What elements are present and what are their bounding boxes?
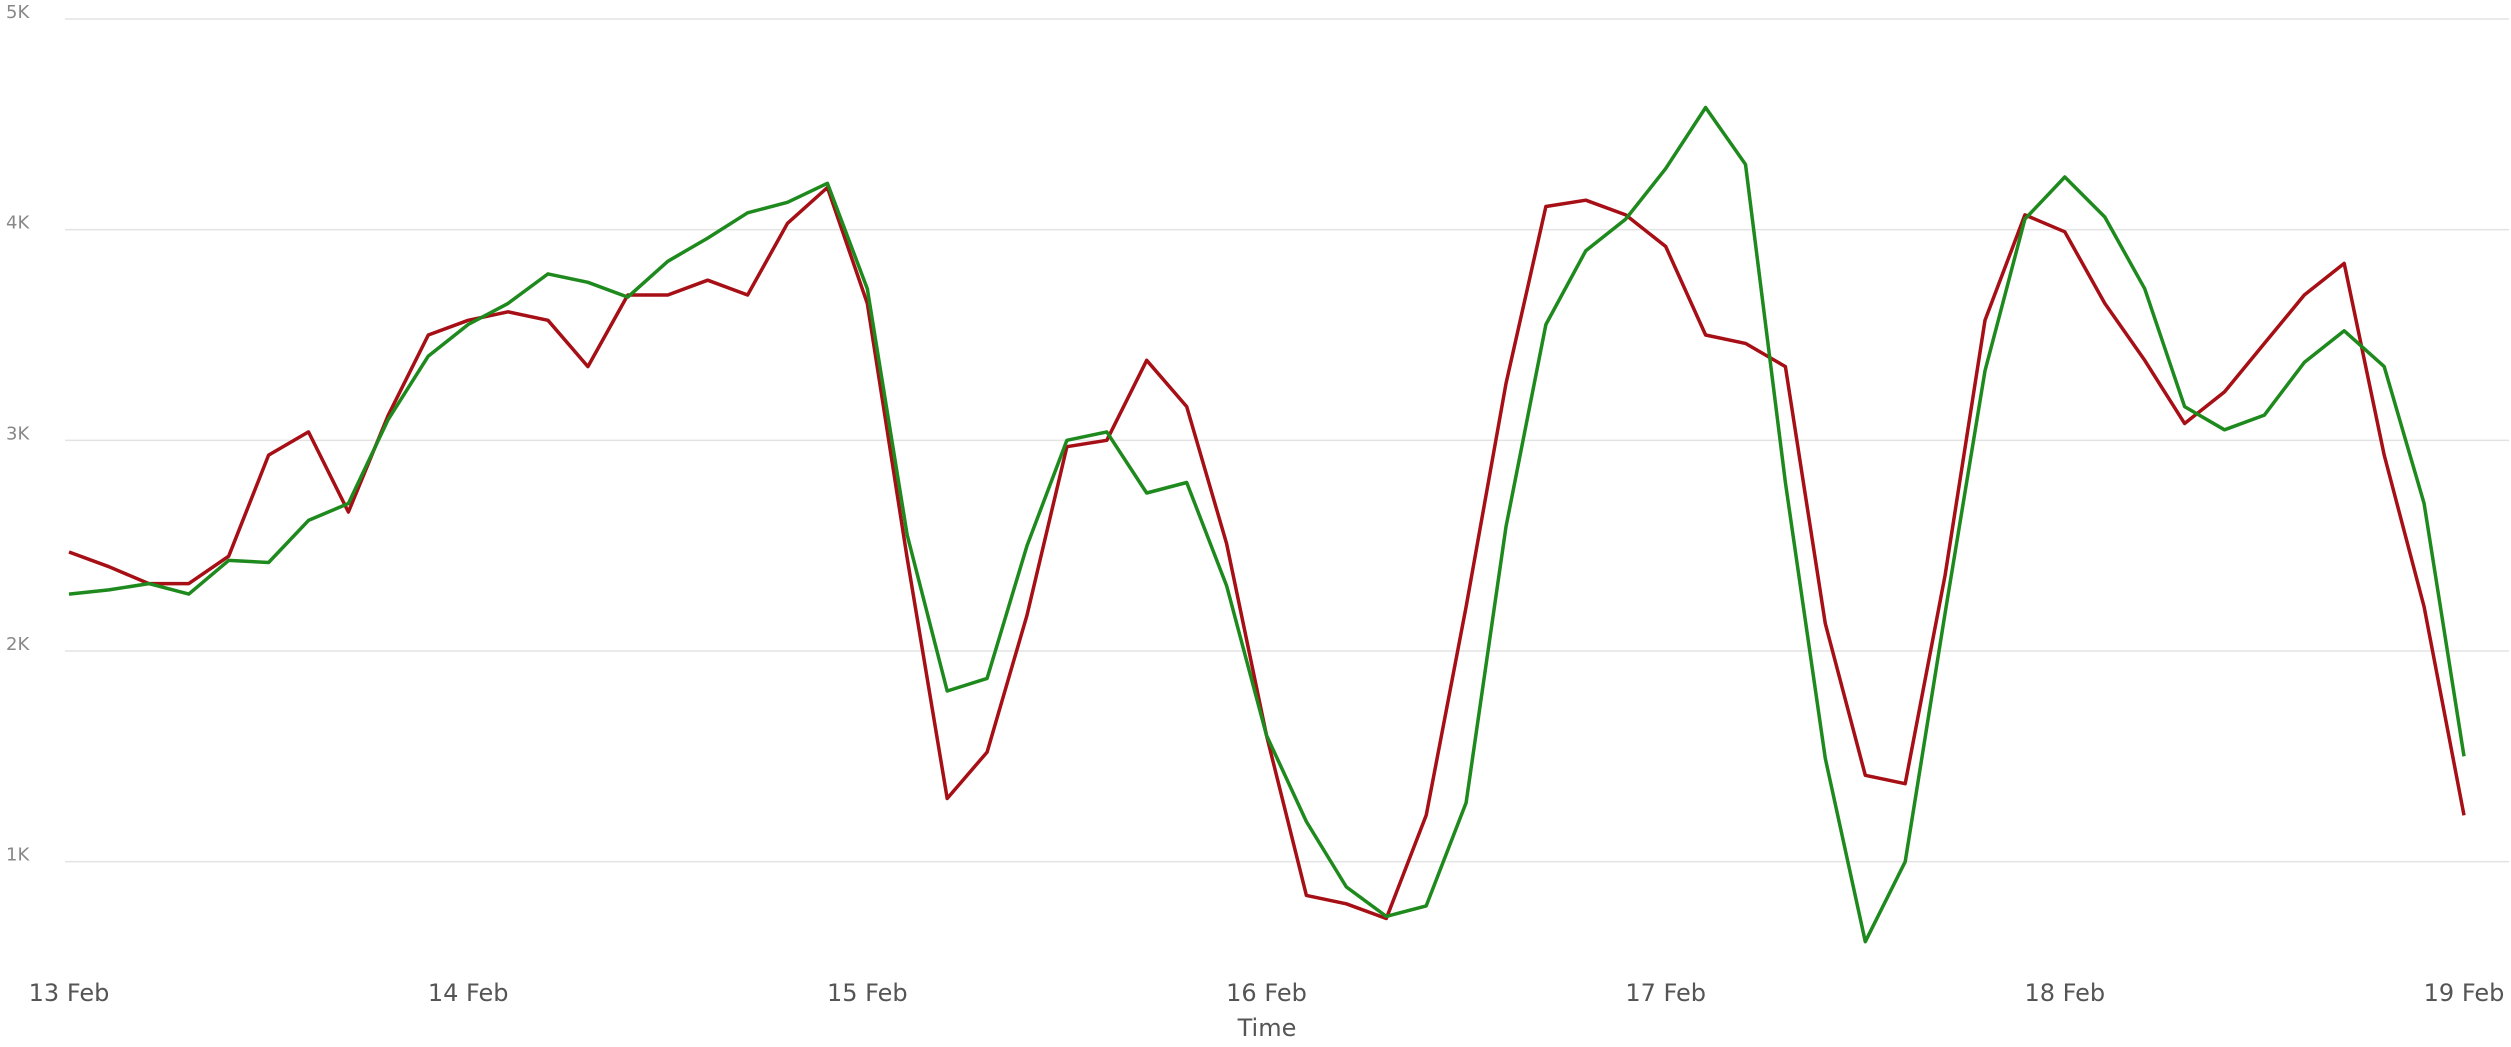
y-tick-label: 3K <box>6 423 30 444</box>
y-tick-label: 1K <box>6 845 30 866</box>
x-tick-label: 13 Feb <box>29 979 110 1007</box>
x-tick-label: 15 Feb <box>827 979 908 1007</box>
x-axis-title: Time <box>1237 1014 1297 1042</box>
x-tick-label: 19 Feb <box>2424 979 2505 1007</box>
x-tick-label: 16 Feb <box>1226 979 1307 1007</box>
series-line <box>68 105 2466 944</box>
series-line <box>68 185 2466 921</box>
x-tick-label: 17 Feb <box>1625 979 1706 1007</box>
y-tick-label: 2K <box>6 634 30 655</box>
y-tick-label: 5K <box>6 2 30 23</box>
x-tick-label: 14 Feb <box>428 979 509 1007</box>
x-tick-label: 18 Feb <box>2024 979 2105 1007</box>
y-tick-label: 4K <box>6 213 30 234</box>
